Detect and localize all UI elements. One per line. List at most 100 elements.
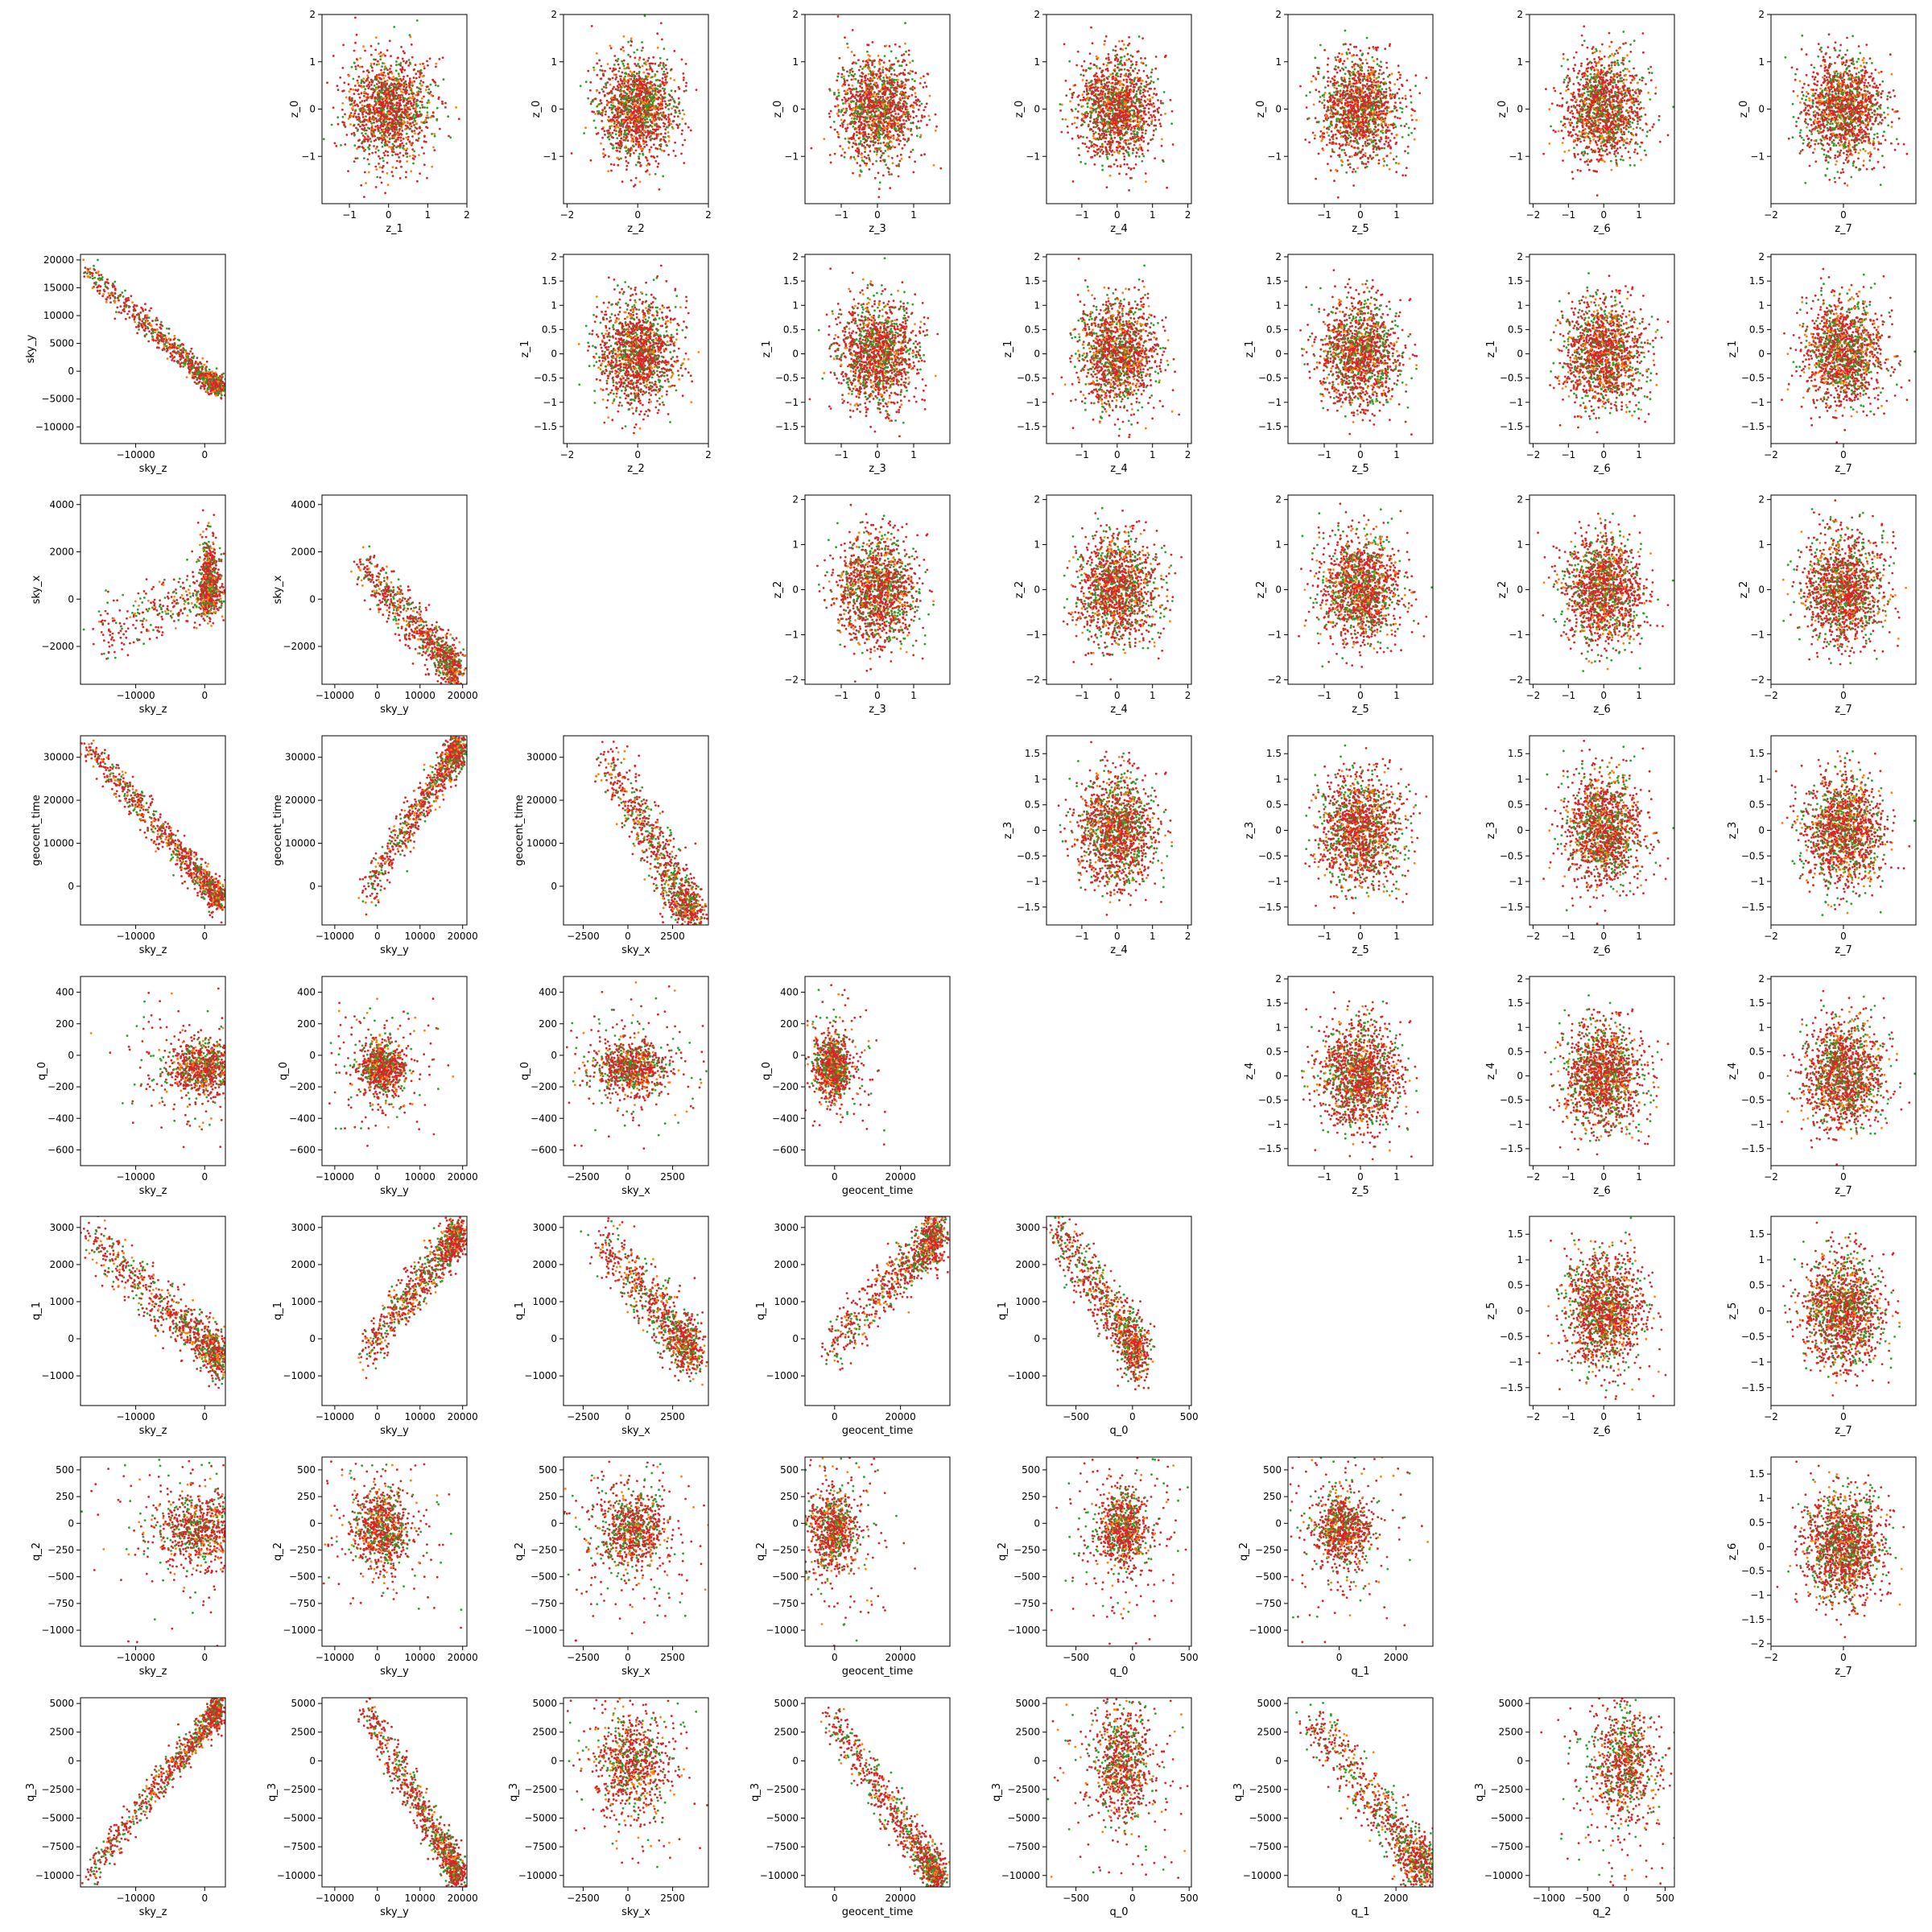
scatter-point: [398, 122, 401, 124]
scatter-point: [642, 142, 645, 145]
scatter-point: [675, 123, 678, 126]
scatter-point: [884, 150, 886, 152]
scatter-point: [894, 128, 896, 130]
scatter-point: [420, 85, 423, 87]
scatter-point: [620, 157, 622, 159]
scatter-point: [426, 177, 428, 180]
scatter-point: [398, 161, 401, 163]
scatter-point: [891, 157, 894, 159]
scatter-point: [650, 68, 652, 70]
scatter-point: [874, 130, 877, 133]
scatter-point: [889, 108, 891, 110]
scatter-point: [680, 153, 683, 155]
scatter-point: [433, 149, 436, 151]
scatter-point: [649, 149, 651, 151]
scatter-point: [838, 92, 840, 94]
scatter-point: [627, 162, 630, 164]
scatter-point: [381, 129, 383, 131]
scatter-point: [630, 148, 632, 151]
scatter-point: [918, 109, 920, 111]
scatter-point: [1107, 128, 1109, 130]
scatter-point: [415, 139, 418, 142]
scatter-point: [664, 128, 667, 130]
scatter-point: [351, 100, 353, 102]
scatter-point: [670, 77, 672, 80]
scatter-point: [376, 88, 378, 90]
scatter-point: [361, 128, 363, 130]
scatter-point: [448, 135, 450, 138]
scatter-point: [632, 145, 634, 147]
scatter-point: [898, 102, 901, 105]
scatter-point: [613, 163, 615, 166]
scatter-point: [419, 82, 421, 85]
scatter-point: [1075, 126, 1078, 129]
scatter-point: [403, 106, 406, 109]
scatter-point: [865, 135, 868, 138]
scatter-point: [345, 97, 348, 99]
scatter-point: [1145, 130, 1147, 132]
scatter-point: [596, 105, 598, 108]
scatter-point: [867, 155, 869, 157]
scatter-point: [646, 82, 649, 85]
scatter-point: [629, 155, 631, 157]
scatter-point: [854, 97, 857, 99]
scatter-point: [354, 65, 357, 68]
scatter-point: [865, 79, 867, 81]
scatter-point: [869, 92, 872, 94]
scatter-point: [353, 116, 355, 118]
scatter-point: [402, 50, 405, 52]
scatter-point: [374, 78, 376, 80]
scatter-point: [349, 123, 352, 126]
scatter-point: [396, 134, 398, 136]
scatter-point: [859, 142, 861, 145]
scatter-point: [601, 120, 603, 122]
scatter-point: [395, 112, 398, 114]
scatter-point: [843, 78, 845, 80]
scatter-point: [654, 90, 656, 93]
scatter-point: [634, 81, 636, 84]
scatter-point: [385, 85, 387, 88]
scatter-point: [1135, 64, 1137, 66]
scatter-point: [364, 100, 366, 102]
scatter-point: [903, 126, 906, 128]
scatter-point: [415, 77, 418, 80]
scatter-point: [347, 170, 349, 172]
scatter-point: [683, 90, 686, 93]
scatter-point: [1082, 79, 1084, 81]
scatter-point: [877, 147, 880, 150]
scatter-point: [360, 82, 362, 85]
scatter-point: [1101, 146, 1104, 148]
scatter-point: [620, 110, 622, 113]
scatter-point: [872, 131, 874, 134]
scatter-point: [592, 67, 595, 69]
scatter-point: [906, 128, 909, 130]
scatter-point: [907, 118, 910, 120]
scatter-point: [590, 103, 592, 105]
scatter-point: [877, 118, 880, 120]
scatter-point: [381, 55, 383, 57]
scatter-point: [848, 102, 850, 105]
scatter-point: [923, 86, 925, 89]
scatter-point: [650, 134, 652, 137]
scatter-point: [897, 79, 899, 81]
scatter-point: [1125, 173, 1128, 175]
scatter-point: [855, 142, 857, 145]
scatter-point: [375, 186, 378, 188]
scatter-point: [386, 136, 389, 138]
scatter-point: [892, 162, 894, 164]
scatter-point: [900, 154, 902, 156]
scatter-point: [872, 163, 874, 165]
scatter-point: [580, 85, 582, 87]
scatter-point: [601, 112, 604, 114]
scatter-point: [901, 93, 903, 96]
scatter-point: [849, 88, 852, 90]
scatter-point: [886, 105, 889, 108]
scatter-point: [915, 126, 918, 128]
scatter-point: [615, 121, 617, 123]
scatter-point: [864, 138, 866, 140]
scatter-point: [378, 53, 381, 56]
scatter-point: [1099, 67, 1101, 69]
scatter-point: [604, 134, 606, 136]
scatter-point: [811, 147, 813, 150]
scatter-point: [677, 115, 679, 118]
